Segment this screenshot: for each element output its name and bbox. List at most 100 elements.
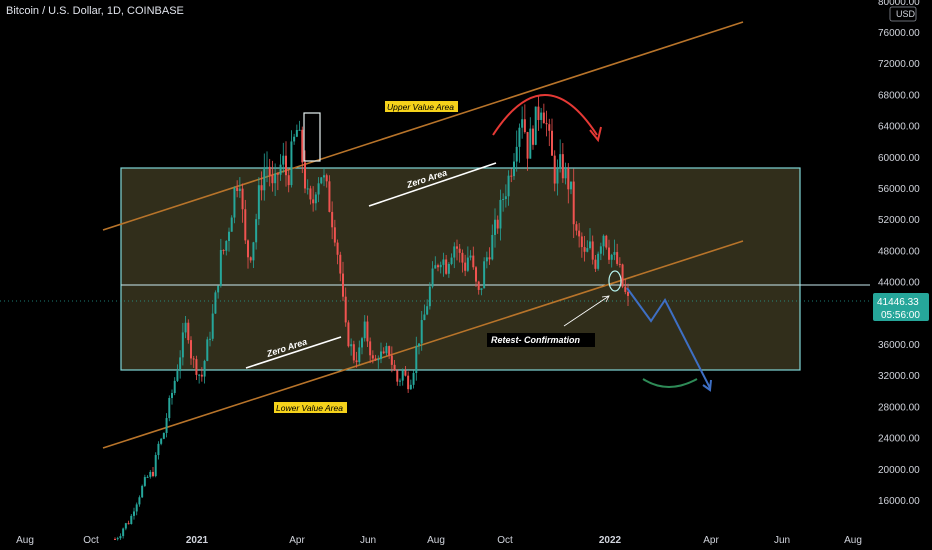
candle-body: [545, 123, 548, 125]
x-tick-label: 2021: [186, 535, 209, 546]
candle-body: [247, 240, 249, 258]
last-price-badge: [873, 293, 929, 321]
y-tick-label: 32000.00: [878, 371, 920, 382]
candles-group: [114, 96, 629, 541]
upper-value-area-label-bg: [385, 101, 458, 112]
candle-body: [165, 418, 168, 433]
candle-body: [279, 164, 282, 175]
blue-projection-head: [702, 379, 712, 392]
lower-value-area-label-bg: [274, 402, 347, 413]
candle-body: [597, 253, 600, 269]
candle-body: [116, 538, 119, 540]
candle-body: [428, 286, 431, 307]
candle-body: [244, 209, 247, 241]
chart-title: Bitcoin / U.S. Dollar, 1D, COINBASE: [6, 5, 184, 17]
zero-area-box: [120, 167, 801, 371]
candle-body: [572, 181, 575, 225]
candle-body: [529, 128, 532, 159]
x-tick-label: Aug: [844, 535, 862, 546]
candle-body: [352, 344, 355, 361]
x-tick-label: Oct: [497, 535, 513, 546]
candle-body: [589, 241, 591, 249]
candle-body: [401, 370, 404, 381]
candle-body: [282, 155, 285, 165]
candle-body: [152, 471, 154, 477]
candle-body: [257, 185, 260, 220]
candle-body: [320, 177, 323, 184]
candle-body: [461, 252, 464, 263]
candle-body: [304, 162, 306, 189]
candle-body: [409, 384, 412, 390]
candle-body: [488, 257, 491, 260]
candle-body: [583, 247, 586, 252]
candle-body: [618, 263, 621, 265]
candle-body: [274, 173, 277, 184]
x-tick-label: Aug: [427, 535, 445, 546]
currency-label: USD: [896, 9, 916, 19]
lower-channel-line: [102, 240, 744, 449]
y-tick-label: 56000.00: [878, 184, 920, 195]
candle-body: [249, 257, 252, 261]
candle-body: [567, 168, 570, 190]
candle-body: [553, 155, 556, 184]
candle-body: [331, 211, 334, 228]
y-tick-label: 80000.00: [878, 0, 920, 8]
candle-body: [627, 291, 629, 296]
candle-body: [198, 374, 201, 376]
candle-body: [602, 235, 605, 247]
x-tick-label: Apr: [289, 535, 305, 546]
candle-body: [578, 230, 581, 237]
candle-body: [133, 511, 135, 516]
candle-body: [494, 219, 496, 235]
x-tick-label: Oct: [83, 535, 99, 546]
candle-body: [491, 234, 494, 260]
candle-body: [366, 321, 369, 342]
candle-body: [499, 199, 502, 229]
candle-body: [119, 536, 122, 539]
candle-body: [143, 477, 146, 486]
last-price-text: 41446.33: [877, 297, 919, 308]
candle-body: [154, 455, 157, 477]
candle-body: [350, 344, 353, 347]
candle-body: [540, 112, 543, 121]
candle-body: [138, 497, 141, 505]
candle-body: [211, 313, 214, 339]
candle-body: [162, 432, 165, 439]
candle-body: [437, 265, 439, 268]
candle-body: [390, 355, 393, 365]
x-tick-label: Apr: [703, 535, 719, 546]
candle-body: [149, 471, 152, 477]
candle-body: [263, 167, 266, 191]
candle-body: [358, 347, 361, 363]
candle-body: [157, 443, 160, 456]
y-tick-label: 76000.00: [878, 28, 920, 39]
retest-label-bg: [487, 333, 595, 347]
candle-body: [187, 322, 190, 341]
candle-body: [513, 161, 515, 177]
candle-body: [219, 249, 222, 286]
candle-body: [613, 252, 616, 255]
candle-body: [200, 374, 203, 377]
x-tick-label: Aug: [16, 535, 34, 546]
candle-body: [333, 227, 336, 243]
candle-body: [290, 141, 293, 186]
candle-body: [466, 257, 469, 271]
candle-body: [621, 264, 624, 287]
candle-body: [485, 257, 488, 262]
retest-label: Retest- Confirmation: [491, 335, 581, 345]
candle-body: [160, 438, 163, 444]
candle-body: [377, 358, 380, 361]
candle-body: [526, 132, 529, 159]
candle-body: [426, 306, 429, 315]
y-tick-label: 60000.00: [878, 153, 920, 164]
lower-value-area-label: Lower Value Area: [276, 403, 343, 413]
candle-body: [135, 504, 138, 512]
candle-body: [228, 231, 230, 241]
candle-body: [127, 523, 130, 525]
candle-body: [176, 370, 179, 381]
candle-body: [209, 338, 211, 340]
candle-body: [168, 397, 171, 419]
candle-body: [450, 257, 453, 264]
top-red-arrow: [492, 94, 598, 136]
